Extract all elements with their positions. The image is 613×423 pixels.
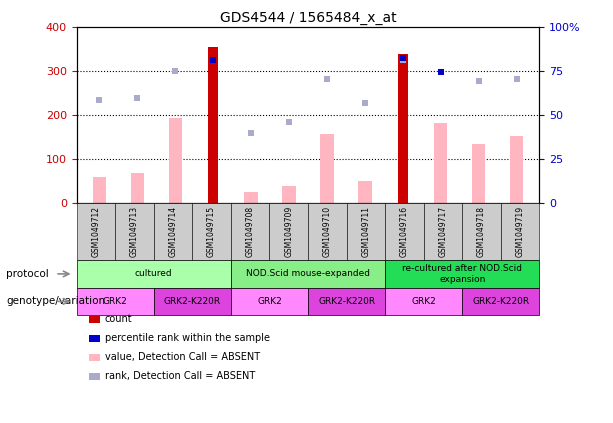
Text: GSM1049716: GSM1049716	[400, 206, 409, 257]
Text: GRK2: GRK2	[411, 297, 436, 306]
Text: GRK2: GRK2	[257, 297, 282, 306]
Text: GRK2: GRK2	[103, 297, 128, 306]
Text: GSM1049714: GSM1049714	[169, 206, 178, 257]
Text: GSM1049711: GSM1049711	[362, 206, 370, 257]
Text: GSM1049717: GSM1049717	[438, 206, 447, 257]
Text: NOD.Scid mouse-expanded: NOD.Scid mouse-expanded	[246, 269, 370, 278]
Text: percentile rank within the sample: percentile rank within the sample	[105, 333, 270, 343]
Text: GRK2-K220R: GRK2-K220R	[472, 297, 530, 306]
Text: GSM1049718: GSM1049718	[477, 206, 486, 257]
Bar	[472, 144, 485, 203]
Text: GSM1049709: GSM1049709	[284, 206, 293, 257]
Text: genotype/variation: genotype/variation	[6, 297, 105, 306]
Bar	[321, 134, 333, 203]
Text: GSM1049713: GSM1049713	[130, 206, 139, 257]
Text: value, Detection Call = ABSENT: value, Detection Call = ABSENT	[105, 352, 260, 363]
Bar	[245, 192, 258, 203]
Text: GSM1049715: GSM1049715	[207, 206, 216, 257]
Text: GRK2-K220R: GRK2-K220R	[318, 297, 375, 306]
Text: rank, Detection Call = ABSENT: rank, Detection Call = ABSENT	[105, 371, 255, 382]
Bar	[169, 118, 182, 203]
Text: count: count	[105, 314, 132, 324]
Bar	[398, 54, 408, 203]
Bar	[93, 177, 106, 203]
Bar	[283, 187, 295, 203]
Text: GSM1049719: GSM1049719	[516, 206, 525, 257]
Title: GDS4544 / 1565484_x_at: GDS4544 / 1565484_x_at	[219, 11, 397, 25]
Text: GSM1049708: GSM1049708	[246, 206, 254, 257]
Text: re-cultured after NOD.Scid
expansion: re-cultured after NOD.Scid expansion	[402, 264, 522, 283]
Text: GRK2-K220R: GRK2-K220R	[164, 297, 221, 306]
Bar	[510, 136, 524, 203]
Bar	[434, 123, 447, 203]
Text: GSM1049710: GSM1049710	[323, 206, 332, 257]
Bar	[208, 47, 218, 203]
Text: cultured: cultured	[135, 269, 173, 278]
Text: protocol: protocol	[6, 269, 49, 279]
Text: GSM1049712: GSM1049712	[91, 206, 101, 257]
Bar	[358, 181, 371, 203]
Bar	[131, 173, 144, 203]
